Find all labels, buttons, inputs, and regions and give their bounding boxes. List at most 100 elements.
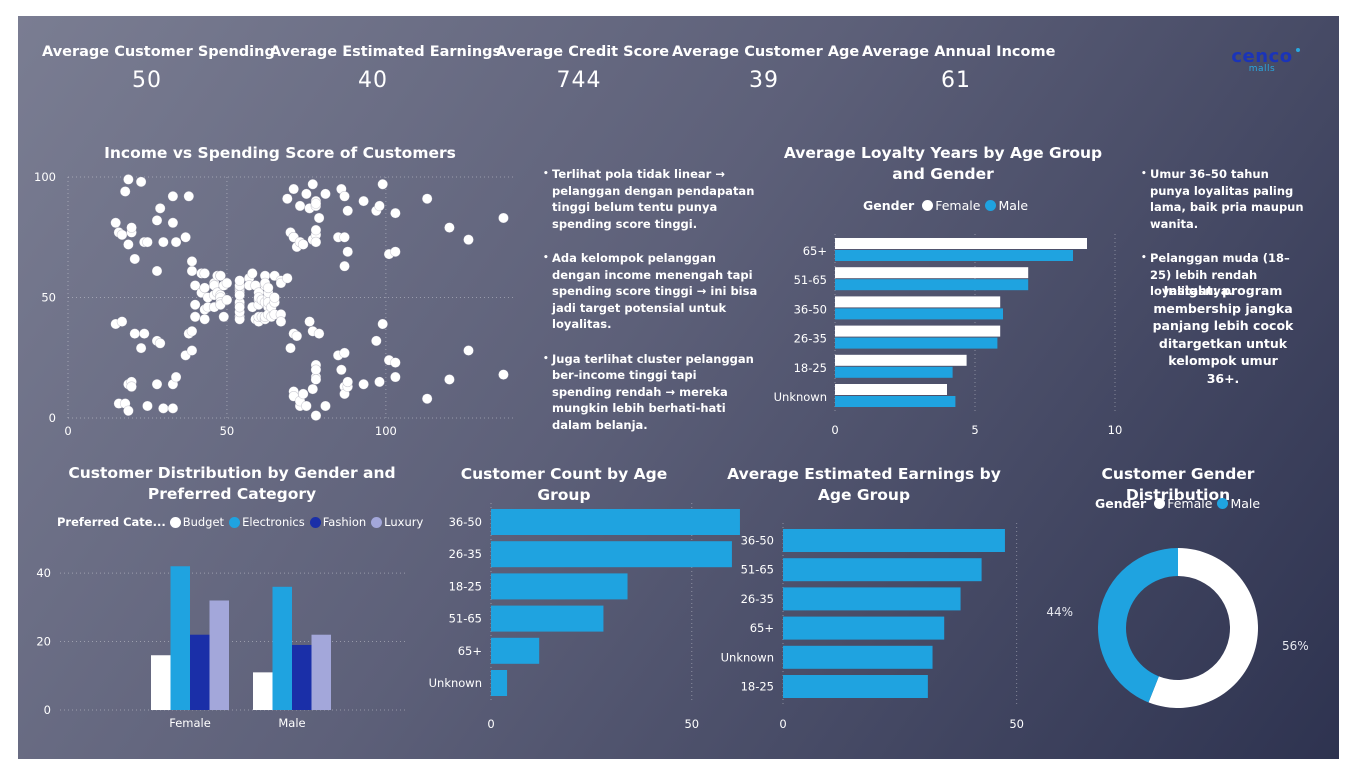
insight-text: Insight: program membership jangka panja…: [1152, 283, 1294, 386]
scatter-point: [444, 222, 455, 233]
legend-item-male[interactable]: Male: [1217, 496, 1260, 511]
scatter-point: [110, 217, 121, 229]
kpi-avg-credit: Average Credit Score 744: [496, 44, 670, 93]
legend-swatch: [922, 200, 934, 211]
earnings-bar: [783, 675, 928, 698]
scatter-point: [189, 311, 201, 323]
scatter-point: [154, 337, 166, 349]
kpi-avg-earnings: Average Estimated Earnings 40: [270, 44, 501, 93]
distribution-category-label: Male: [278, 716, 305, 730]
scatter-point: [301, 400, 312, 412]
scatter-point: [377, 318, 388, 330]
note-paragraph: Umur 36–50 tahun punya loyalitas paling …: [1141, 166, 1310, 232]
legend-swatch: [169, 516, 181, 528]
legend-label: Female: [935, 198, 981, 213]
legend-item-female[interactable]: Female: [922, 198, 980, 213]
scatter-point: [310, 364, 322, 376]
scatter-point: [116, 316, 128, 327]
legend-item-fashion[interactable]: Fashion: [309, 515, 367, 529]
scatter-point: [285, 342, 296, 354]
gender-title: Customer Gender Distribution: [1101, 465, 1255, 504]
scatter-point: [371, 335, 382, 347]
legend-label: Fashion: [322, 515, 367, 529]
count-bar: [491, 573, 628, 600]
count-category-label: 18-25: [449, 579, 482, 593]
scatter-point: [288, 183, 299, 195]
donut-slice-female: [1148, 548, 1258, 708]
distribution-bar-electronics: [272, 586, 292, 710]
scatter-point: [234, 301, 245, 313]
scatter-point: [310, 224, 322, 236]
scatter-point: [186, 325, 198, 337]
scatter-point: [339, 347, 350, 359]
scatter-point: [275, 316, 287, 327]
distribution-y-tick: 20: [36, 635, 51, 649]
scatter-point: [498, 212, 509, 224]
kpi-value: 39: [749, 68, 779, 93]
loyalty-bar-male: [835, 279, 1029, 291]
scatter-point: [421, 193, 433, 204]
earnings-x-tick: 50: [1009, 717, 1024, 731]
distribution-bar-luxury: [209, 600, 229, 710]
scatter-point: [358, 378, 369, 390]
scatter-point: [310, 374, 322, 385]
scatter-point: [215, 270, 226, 282]
kpi-label: Average Credit Score: [496, 44, 670, 60]
loyalty-category-label: Unknown: [774, 390, 827, 404]
earnings-category-label: 18-25: [741, 680, 774, 694]
legend-item-male[interactable]: Male: [985, 198, 1028, 213]
earnings-bar: [783, 558, 982, 582]
legend-item-female[interactable]: Female: [1154, 496, 1212, 511]
scatter-point: [390, 371, 401, 383]
scatter-point: [297, 388, 309, 400]
scatter-point: [116, 229, 128, 241]
scatter-x-tick: 100: [375, 424, 397, 438]
scatter-point: [342, 246, 354, 258]
legend-item-luxury[interactable]: Luxury: [371, 515, 423, 529]
earnings-category-label: 51-65: [741, 563, 774, 577]
scatter-point: [269, 292, 280, 303]
kpi-avg-income: Average Annual Income 61: [862, 44, 1055, 93]
scatter-point: [320, 188, 331, 200]
loyalty-bar-male: [835, 396, 956, 407]
loyalty-x-tick: 5: [971, 423, 978, 437]
scatter-point: [444, 374, 455, 385]
scatter-point: [151, 378, 163, 390]
count-category-label: Unknown: [429, 676, 482, 690]
scatter-point: [234, 289, 245, 301]
distribution-legend: Preferred Cate... Budget Electronics Fas…: [57, 515, 428, 529]
loyalty-bar-male: [835, 366, 953, 378]
earnings-bar: [783, 616, 945, 640]
distribution-bar-luxury: [311, 634, 331, 710]
scatter-point: [142, 400, 153, 412]
kpi-label: Average Customer Spending: [42, 44, 275, 60]
count-category-label: 51-65: [449, 612, 482, 626]
scatter-point: [170, 236, 182, 248]
kpi-avg-age: Average Customer Age 39: [672, 44, 859, 93]
scatter-point: [189, 280, 201, 291]
scatter-point: [339, 190, 350, 202]
scatter-point: [339, 231, 350, 243]
loyalty-bar-female: [835, 238, 1087, 249]
legend-item-electronics[interactable]: Electronics: [229, 515, 305, 529]
scatter-point: [339, 260, 350, 272]
scatter-point: [234, 275, 245, 286]
count-bar: [491, 670, 508, 696]
scatter-point: [313, 328, 325, 339]
legend-swatch: [371, 516, 383, 528]
count-x-tick: 0: [487, 717, 494, 731]
distribution-bar-fashion: [190, 634, 210, 710]
scatter-point: [374, 376, 385, 388]
scatter-point: [304, 316, 315, 327]
logo-subtext: malls: [1248, 64, 1276, 74]
legend-title: Gender: [1095, 496, 1147, 511]
legend-item-budget[interactable]: Budget: [169, 515, 224, 529]
scatter-point: [498, 369, 509, 380]
scatter-point: [199, 268, 210, 279]
scatter-point: [374, 200, 385, 212]
scatter-point: [310, 236, 322, 248]
scatter-title: Income vs Spending Score of Customers: [104, 144, 456, 162]
scatter-point: [123, 405, 134, 417]
scatter-point: [186, 345, 198, 356]
scatter-point: [129, 253, 141, 265]
